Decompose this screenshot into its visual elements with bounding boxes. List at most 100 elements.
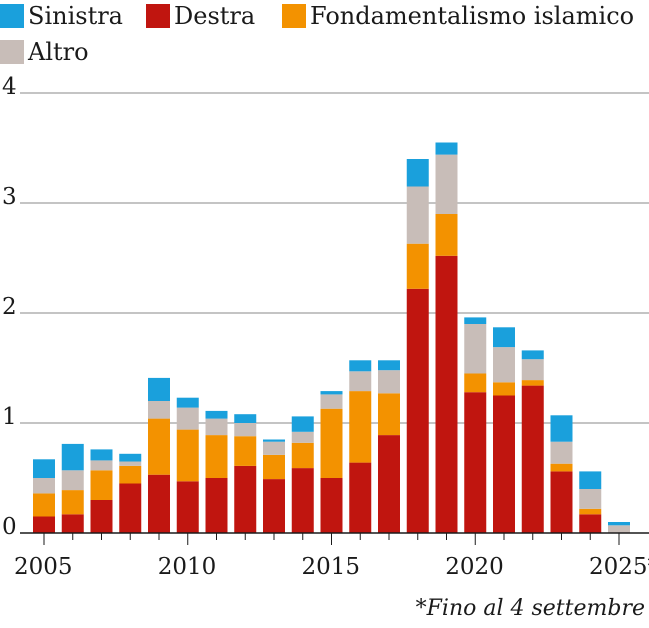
bar-stack-2014 xyxy=(291,416,314,533)
bar-destra-2008 xyxy=(119,483,142,533)
bar-sinistra-2025 xyxy=(608,522,630,526)
bar-altro-2015 xyxy=(320,394,343,409)
bar-stack-2025 xyxy=(608,522,630,533)
bar-fondamentalismo-islamico-2006 xyxy=(61,490,84,515)
bar-altro-2021 xyxy=(493,347,515,383)
x-tick-label-2010: 2010 xyxy=(158,554,217,580)
legend-item-fondamentalismo-islamico: Fondamentalismo islamico xyxy=(282,2,634,30)
bar-sinistra-2008 xyxy=(119,453,142,462)
legend-label-sinistra: Sinistra xyxy=(28,2,123,30)
bar-fondamentalismo-islamico-2023 xyxy=(550,463,573,472)
bar-fondamentalismo-islamico-2005 xyxy=(33,493,55,517)
bar-sinistra-2012 xyxy=(234,414,257,423)
legend-item-altro: Altro xyxy=(0,38,89,66)
legend-swatch-altro xyxy=(0,40,24,64)
bar-destra-2020 xyxy=(464,392,487,533)
bar-stack-2013 xyxy=(263,439,285,533)
bar-destra-2005 xyxy=(33,516,55,533)
bar-fondamentalismo-islamico-2024 xyxy=(579,508,602,515)
bar-fondamentalismo-islamico-2017 xyxy=(378,393,400,436)
y-tick-label-2: 2 xyxy=(2,294,17,320)
bar-sinistra-2013 xyxy=(263,439,285,442)
bar-stack-2009 xyxy=(148,377,170,533)
bar-stack-2006 xyxy=(61,443,84,533)
legend-swatch-fondamentalismo-islamico xyxy=(282,4,306,28)
bar-altro-2006 xyxy=(61,470,84,491)
y-tick-label-0: 0 xyxy=(2,514,17,540)
bar-altro-2025 xyxy=(608,525,630,533)
bar-fondamentalismo-islamico-2007 xyxy=(90,470,113,500)
bar-destra-2014 xyxy=(291,468,314,533)
bar-stack-2007 xyxy=(90,449,113,533)
bar-altro-2007 xyxy=(90,460,113,471)
legend-swatch-sinistra xyxy=(0,4,24,28)
bar-sinistra-2016 xyxy=(349,360,372,372)
bar-altro-2014 xyxy=(291,431,314,443)
bar-stack-2005 xyxy=(33,459,55,533)
bar-sinistra-2015 xyxy=(320,391,343,395)
y-tick-label-3: 3 xyxy=(2,184,17,210)
x-tick-label-2020: 2020 xyxy=(445,554,504,580)
legend-item-sinistra: Sinistra xyxy=(0,2,123,30)
bar-fondamentalismo-islamico-2020 xyxy=(464,373,487,393)
bar-fondamentalismo-islamico-2011 xyxy=(205,435,228,478)
footnote: *Fino al 4 settembre xyxy=(415,596,645,621)
bar-fondamentalismo-islamico-2022 xyxy=(521,380,544,386)
bar-fondamentalismo-islamico-2021 xyxy=(493,382,515,396)
bar-fondamentalismo-islamico-2016 xyxy=(349,391,372,463)
bar-sinistra-2021 xyxy=(493,327,515,348)
bar-sinistra-2014 xyxy=(291,416,314,432)
bar-destra-2010 xyxy=(176,481,199,533)
bar-fondamentalismo-islamico-2019 xyxy=(435,214,458,256)
bar-sinistra-2020 xyxy=(464,317,487,324)
bar-stack-2020 xyxy=(464,317,487,533)
legend-label-destra: Destra xyxy=(174,2,256,30)
bar-destra-2006 xyxy=(61,514,84,533)
bar-altro-2008 xyxy=(119,461,142,466)
bar-destra-2018 xyxy=(406,288,429,533)
bar-destra-2024 xyxy=(579,514,602,533)
bar-fondamentalismo-islamico-2014 xyxy=(291,442,314,469)
bar-altro-2016 xyxy=(349,371,372,392)
bar-stack-2015 xyxy=(320,391,343,533)
bar-fondamentalismo-islamico-2012 xyxy=(234,436,257,466)
y-tick-label-1: 1 xyxy=(2,404,17,430)
bar-sinistra-2011 xyxy=(205,410,228,419)
bar-fondamentalismo-islamico-2018 xyxy=(406,243,429,289)
legend-label-altro: Altro xyxy=(28,38,89,66)
bar-altro-2010 xyxy=(176,407,199,430)
bar-stack-2010 xyxy=(176,397,199,533)
bar-sinistra-2023 xyxy=(550,415,573,442)
bar-stack-2016 xyxy=(349,360,372,533)
bar-sinistra-2022 xyxy=(521,350,544,360)
legend-item-destra: Destra xyxy=(146,2,255,30)
x-axis: 2005 2010 2015 2020 2025* xyxy=(14,532,649,580)
bar-destra-2007 xyxy=(90,500,113,533)
bar-altro-2012 xyxy=(234,423,257,437)
bar-sinistra-2006 xyxy=(61,443,84,471)
bar-altro-2017 xyxy=(378,370,400,394)
bar-stack-2024 xyxy=(579,471,602,533)
bar-destra-2023 xyxy=(550,471,573,533)
bar-sinistra-2017 xyxy=(378,360,400,371)
bar-sinistra-2007 xyxy=(90,449,113,461)
bar-altro-2023 xyxy=(550,441,573,464)
bar-altro-2011 xyxy=(205,418,228,436)
x-tick-label-2025: 2025* xyxy=(589,554,649,580)
y-axis-labels: 0 1 2 3 4 xyxy=(2,74,17,540)
bar-sinistra-2010 xyxy=(176,397,199,408)
bar-destra-2019 xyxy=(435,255,458,534)
bar-altro-2019 xyxy=(435,154,458,214)
bar-sinistra-2005 xyxy=(33,459,55,478)
bar-altro-2022 xyxy=(521,359,544,381)
bar-stack-2019 xyxy=(435,142,458,534)
bar-fondamentalismo-islamico-2013 xyxy=(263,454,285,480)
bar-altro-2005 xyxy=(33,478,55,494)
bar-stack-2023 xyxy=(550,415,573,533)
legend-label-fondamentalismo-islamico: Fondamentalismo islamico xyxy=(310,2,635,30)
bar-destra-2015 xyxy=(320,478,343,533)
bar-destra-2021 xyxy=(493,395,515,533)
bar-destra-2022 xyxy=(521,385,544,533)
bar-altro-2024 xyxy=(579,489,602,509)
